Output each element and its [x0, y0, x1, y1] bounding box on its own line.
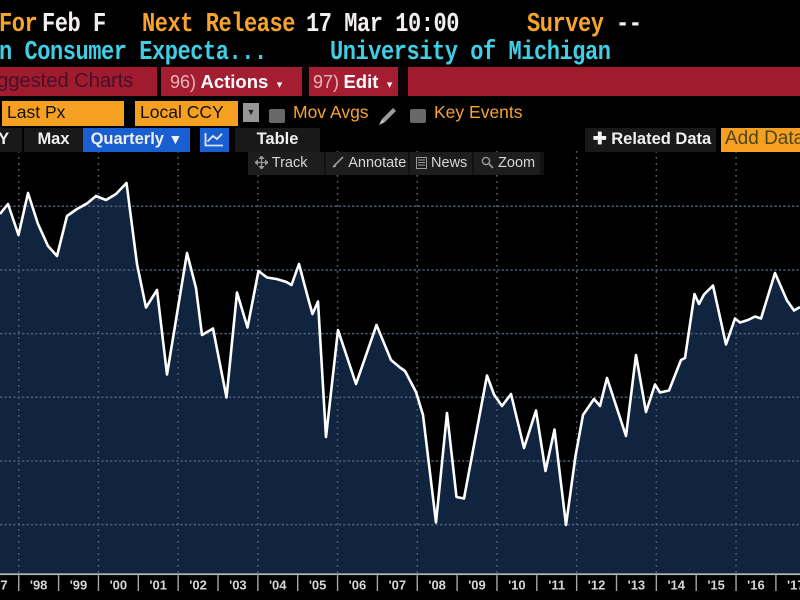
svg-text:'04: '04 — [269, 578, 287, 593]
svg-text:'98: '98 — [30, 578, 48, 593]
svg-text:'16: '16 — [747, 578, 765, 593]
svg-text:'03: '03 — [229, 578, 247, 593]
svg-text:'05: '05 — [309, 578, 327, 593]
svg-text:'01: '01 — [149, 578, 167, 593]
svg-text:'09: '09 — [468, 578, 486, 593]
svg-text:'15: '15 — [707, 578, 725, 593]
svg-text:'08: '08 — [428, 578, 446, 593]
svg-text:'00: '00 — [110, 578, 128, 593]
svg-text:'97: '97 — [0, 578, 8, 593]
svg-text:'06: '06 — [349, 578, 367, 593]
svg-text:'99: '99 — [70, 578, 88, 593]
svg-text:'11: '11 — [548, 578, 565, 593]
svg-text:'13: '13 — [628, 578, 646, 593]
svg-text:'14: '14 — [667, 578, 685, 593]
svg-text:'07: '07 — [389, 578, 407, 593]
svg-text:'02: '02 — [189, 578, 207, 593]
svg-text:'12: '12 — [588, 578, 606, 593]
svg-text:'17: '17 — [787, 578, 800, 593]
svg-text:'10: '10 — [508, 578, 526, 593]
